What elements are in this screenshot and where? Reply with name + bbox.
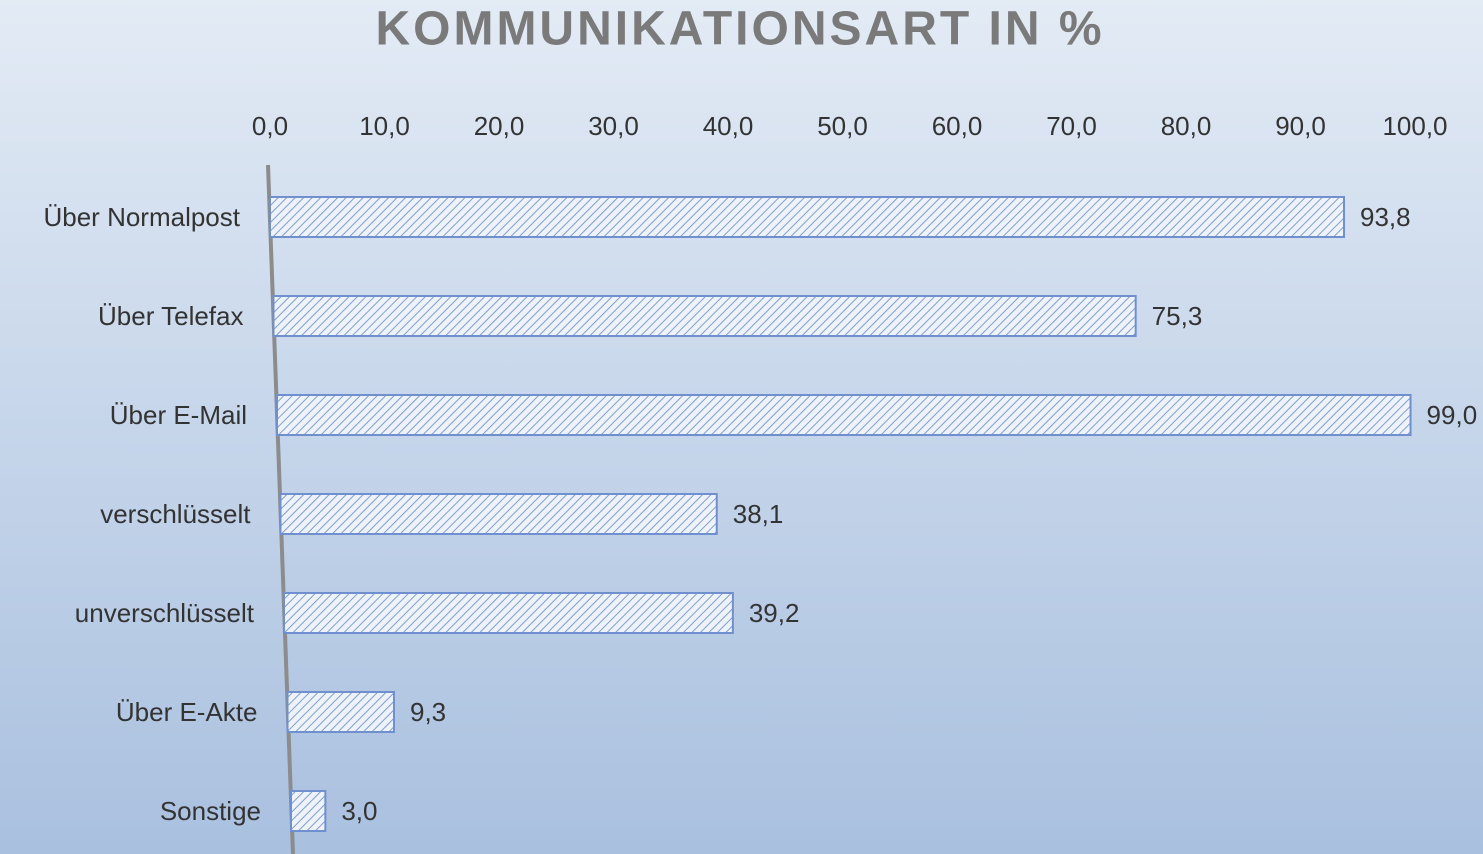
- x-tick-label: 20,0: [474, 111, 525, 141]
- x-tick-label: 80,0: [1161, 111, 1212, 141]
- x-tick-label: 10,0: [359, 111, 410, 141]
- value-label: 39,2: [749, 598, 800, 628]
- value-label: 75,3: [1152, 301, 1203, 331]
- value-label: 99,0: [1427, 400, 1478, 430]
- x-tick-label: 100,0: [1382, 111, 1447, 141]
- y-tick-label: verschlüsselt: [100, 499, 251, 529]
- y-tick-label: Über E-Akte: [116, 697, 258, 727]
- x-tick-label: 40,0: [703, 111, 754, 141]
- x-tick-label: 60,0: [932, 111, 983, 141]
- x-tick-label: 0,0: [252, 111, 288, 141]
- chart-title: KOMMUNIKATIONSART IN %: [375, 3, 1104, 56]
- value-label: 38,1: [733, 499, 784, 529]
- bar: [276, 394, 1412, 436]
- y-tick-label: Sonstige: [160, 796, 261, 826]
- y-tick-label: Über Normalpost: [43, 202, 240, 232]
- bar: [286, 691, 395, 733]
- x-tick-label: 50,0: [817, 111, 868, 141]
- y-tick-label: unverschlüsselt: [75, 598, 255, 628]
- x-tick-label: 70,0: [1046, 111, 1097, 141]
- value-label: 3,0: [341, 796, 377, 826]
- bar: [283, 592, 734, 634]
- x-tick-label: 30,0: [588, 111, 639, 141]
- bar: [269, 196, 1346, 238]
- x-tick-label: 90,0: [1275, 111, 1326, 141]
- bar: [272, 295, 1137, 337]
- y-tick-label: Über E-Mail: [110, 400, 247, 430]
- value-label: 9,3: [410, 697, 446, 727]
- bar: [290, 790, 327, 832]
- bar: [279, 493, 718, 535]
- y-tick-label: Über Telefax: [98, 301, 244, 331]
- value-label: 93,8: [1360, 202, 1411, 232]
